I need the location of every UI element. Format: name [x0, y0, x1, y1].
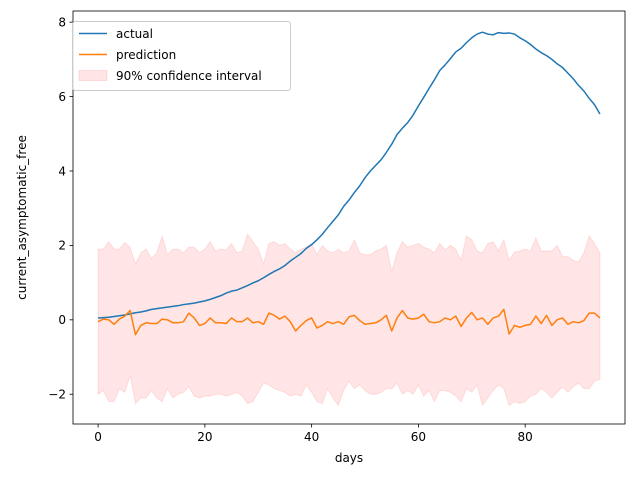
confidence-band: [97, 233, 601, 407]
legend-box: [72, 21, 291, 91]
y-axis-label: current_asymptomatic_free: [15, 135, 29, 300]
confidence-band-layer: [97, 233, 601, 407]
x-tick-label: 80: [518, 430, 533, 444]
series-line-prediction: [97, 308, 601, 336]
x-axis-label: days: [335, 451, 363, 465]
y-tick-label: −2: [48, 388, 66, 402]
x-tick-label: 60: [411, 430, 426, 444]
series-line-layer: [97, 31, 601, 336]
y-tick-label: 4: [58, 164, 66, 178]
x-axis: 0 20 40 60 80: [94, 424, 533, 444]
y-tick-label: 2: [58, 239, 66, 253]
legend-label: prediction: [116, 48, 176, 62]
y-axis: −2 0 2 4 6 8: [48, 15, 73, 402]
series-line-actual: [98, 31, 601, 319]
plot-frame: [72, 10, 626, 425]
y-tick-label: 6: [58, 90, 66, 104]
legend-swatch: [78, 70, 108, 81]
x-tick-label: 40: [304, 430, 319, 444]
x-tick-label: 20: [197, 430, 212, 444]
legend-label: 90% confidence interval: [116, 69, 262, 83]
y-tick-label: 0: [58, 313, 66, 327]
legend: actual prediction 90% confidence interval: [72, 21, 291, 91]
x-tick-label: 0: [94, 430, 102, 444]
legend-label: actual: [116, 27, 153, 41]
y-tick-label: 8: [58, 15, 66, 29]
